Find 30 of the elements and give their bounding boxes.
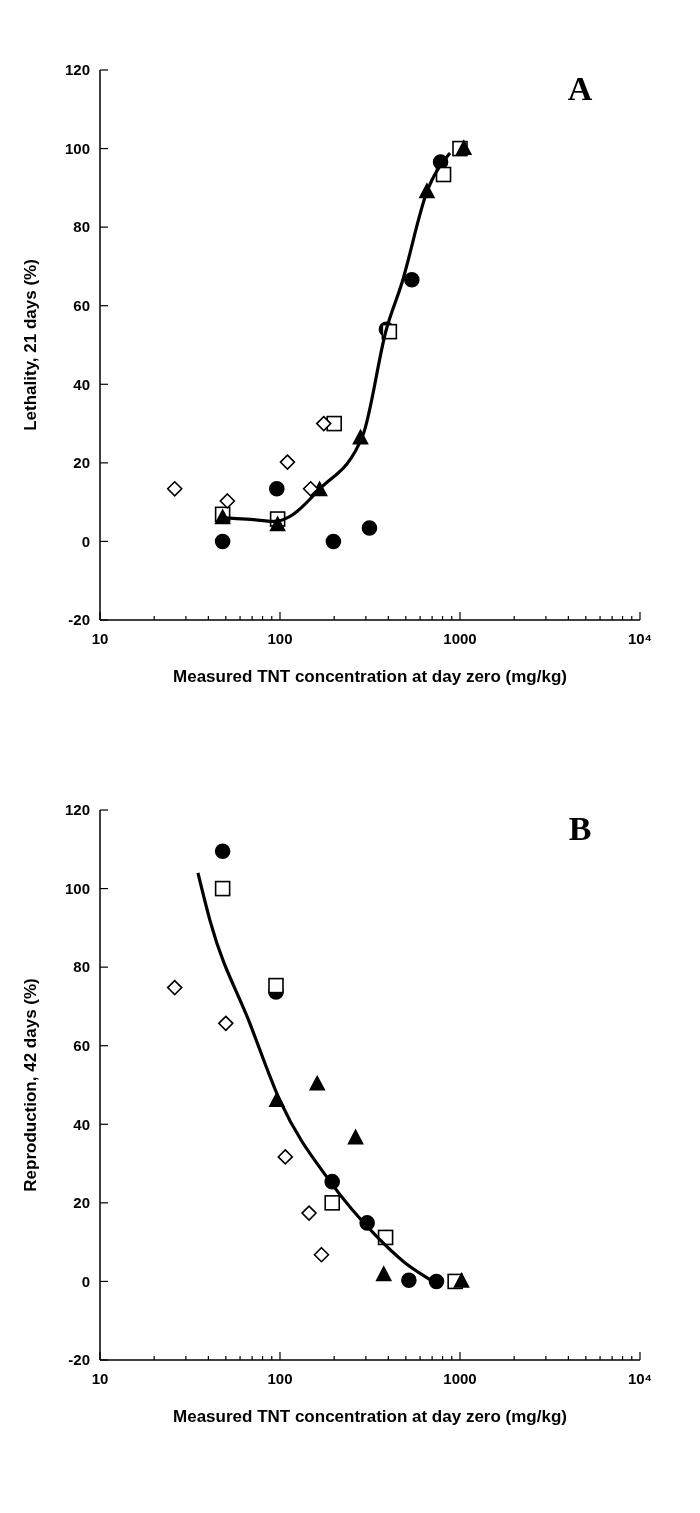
y-tick-label: 40 <box>73 375 90 393</box>
y-axis-title: Lethality, 21 days (%) <box>21 259 40 431</box>
chart-title: A <box>567 70 593 107</box>
x-tick-label: 10 <box>91 630 109 647</box>
x-tick-label: 10⁴ <box>627 1370 653 1387</box>
y-tick-label: 60 <box>73 296 90 314</box>
y-tick-label: -20 <box>68 611 90 629</box>
y-tick-label: 100 <box>64 139 90 157</box>
y-tick-label: 0 <box>81 532 90 550</box>
y-tick-label: 80 <box>73 218 90 236</box>
y-tick-label: 40 <box>73 1115 90 1133</box>
y-tick-label: 20 <box>73 454 90 472</box>
x-axis-title: Measured TNT concentration at day zero (mg/kg) <box>173 667 567 686</box>
x-tick-label: 1000 <box>443 1370 477 1387</box>
x-tick-label: 100 <box>267 1370 293 1387</box>
x-axis-title: Measured TNT concentration at day zero (mg/kg) <box>173 1407 567 1426</box>
y-tick-label: 120 <box>64 61 90 79</box>
x-tick-label: 100 <box>267 630 293 647</box>
y-tick-label: -20 <box>68 1351 90 1369</box>
y-tick-label: 20 <box>73 1194 90 1212</box>
y-axis-title: Reproduction, 42 days (%) <box>21 978 40 1192</box>
y-tick-label: 80 <box>73 958 90 976</box>
y-tick-label: 100 <box>64 879 90 897</box>
y-tick-label: 120 <box>64 801 90 819</box>
x-tick-label: 10 <box>91 1370 109 1387</box>
chart-title: B <box>568 810 592 847</box>
x-tick-label: 10⁴ <box>627 630 653 647</box>
y-tick-label: 60 <box>73 1036 90 1054</box>
y-tick-label: 0 <box>81 1272 90 1290</box>
x-tick-label: 1000 <box>443 630 477 647</box>
